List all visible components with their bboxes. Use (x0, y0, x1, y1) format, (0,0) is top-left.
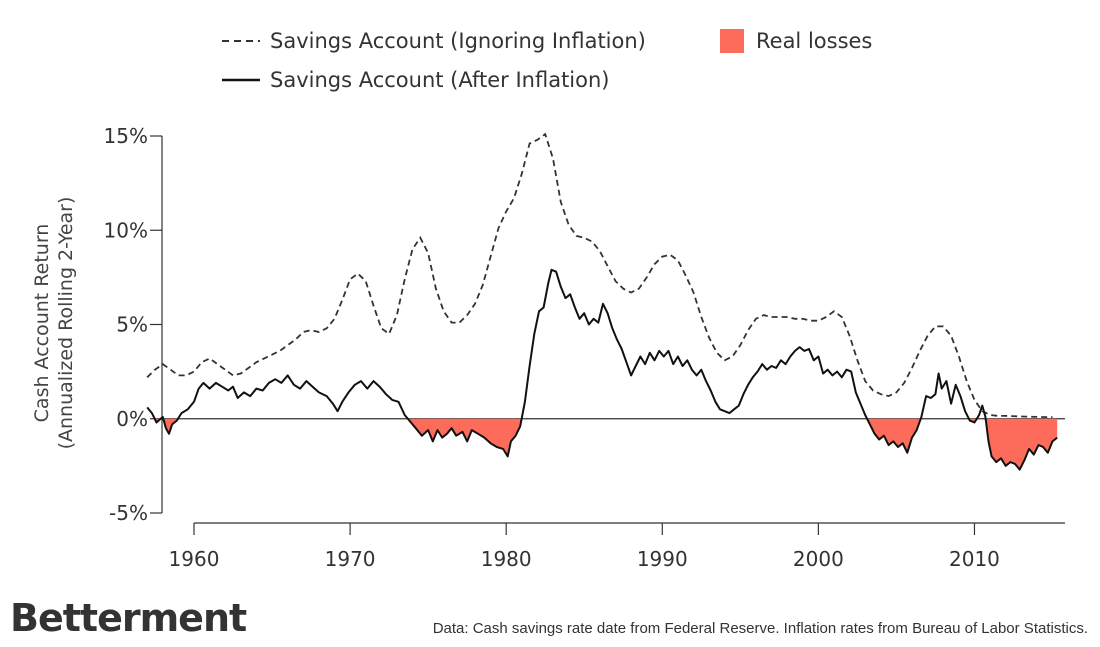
x-tick-label: 1970 (325, 547, 376, 571)
x-tick-label: 2010 (949, 547, 1000, 571)
legend: Savings Account (Ignoring Inflation) Sav… (222, 29, 872, 92)
y-axis-title-line1: Cash Account Return (31, 224, 53, 423)
series-line-ignoring-inflation (146, 132, 1053, 419)
legend-label-nominal: Savings Account (Ignoring Inflation) (270, 29, 646, 53)
data-source-note: Data: Cash savings rate date from Federa… (432, 620, 1088, 637)
y-axis-title: Cash Account Return (Annualized Rolling … (31, 197, 77, 450)
legend-label-losses: Real losses (756, 29, 872, 53)
y-tick-label: 15% (104, 124, 148, 148)
legend-label-real: Savings Account (After Inflation) (270, 68, 610, 92)
legend-swatch-losses (720, 29, 744, 53)
x-tick-label: 2000 (793, 547, 844, 571)
real-losses-areas (154, 418, 1058, 470)
y-tick-label: 10% (104, 218, 148, 242)
y-tick-label: -5% (109, 501, 148, 525)
y-tick-label: 0% (116, 407, 148, 431)
real-loss-area (985, 418, 1058, 470)
axes: 15% 10% 5% 0% -5% 1960 1970 1980 1990 2000 2010 (104, 124, 1065, 571)
y-tick-label: 5% (116, 313, 148, 337)
real-loss-area (407, 418, 522, 457)
real-loss-area (867, 418, 921, 453)
x-tick-label: 1980 (481, 547, 532, 571)
series-line-after-inflation (146, 268, 1058, 471)
x-tick-label: 1990 (637, 547, 688, 571)
series-lines (146, 132, 1058, 471)
y-axis-title-line2: (Annualized Rolling 2-Year) (55, 197, 77, 450)
betterment-logo: Betterment (10, 596, 247, 640)
x-tick-label: 1960 (169, 547, 220, 571)
